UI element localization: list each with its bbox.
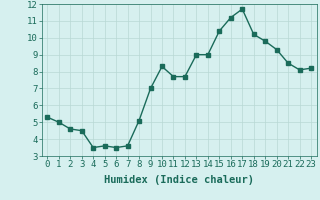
X-axis label: Humidex (Indice chaleur): Humidex (Indice chaleur): [104, 175, 254, 185]
